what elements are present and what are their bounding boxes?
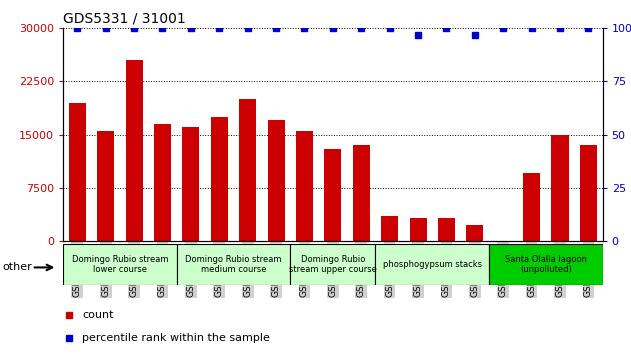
Bar <box>296 131 313 241</box>
Bar <box>63 244 177 285</box>
Bar <box>353 145 370 241</box>
Bar <box>438 218 455 241</box>
Text: phosphogypsum stacks: phosphogypsum stacks <box>383 260 481 269</box>
Bar <box>154 124 171 241</box>
Bar <box>375 244 489 285</box>
Bar <box>97 131 114 241</box>
Text: GDS5331 / 31001: GDS5331 / 31001 <box>63 12 186 26</box>
Text: Santa Olalla lagoon
(unpolluted): Santa Olalla lagoon (unpolluted) <box>505 255 587 274</box>
Bar <box>580 145 597 241</box>
Bar <box>290 244 375 285</box>
Bar <box>69 103 86 241</box>
Text: Domingo Rubio stream
medium course: Domingo Rubio stream medium course <box>186 255 281 274</box>
Bar <box>211 117 228 241</box>
Bar <box>126 60 143 241</box>
Bar <box>239 99 256 241</box>
Bar <box>466 225 483 241</box>
Bar <box>523 173 540 241</box>
Text: Domingo Rubio stream
lower course: Domingo Rubio stream lower course <box>72 255 168 274</box>
Bar <box>268 120 285 241</box>
Bar <box>489 244 603 285</box>
Bar <box>551 135 569 241</box>
Bar <box>381 216 398 241</box>
Text: other: other <box>2 262 32 272</box>
Text: count: count <box>82 310 114 320</box>
Bar <box>177 244 290 285</box>
Text: Domingo Rubio
stream upper course: Domingo Rubio stream upper course <box>289 255 377 274</box>
Text: percentile rank within the sample: percentile rank within the sample <box>82 333 270 343</box>
Bar <box>182 127 199 241</box>
Bar <box>324 149 341 241</box>
Bar <box>410 218 427 241</box>
